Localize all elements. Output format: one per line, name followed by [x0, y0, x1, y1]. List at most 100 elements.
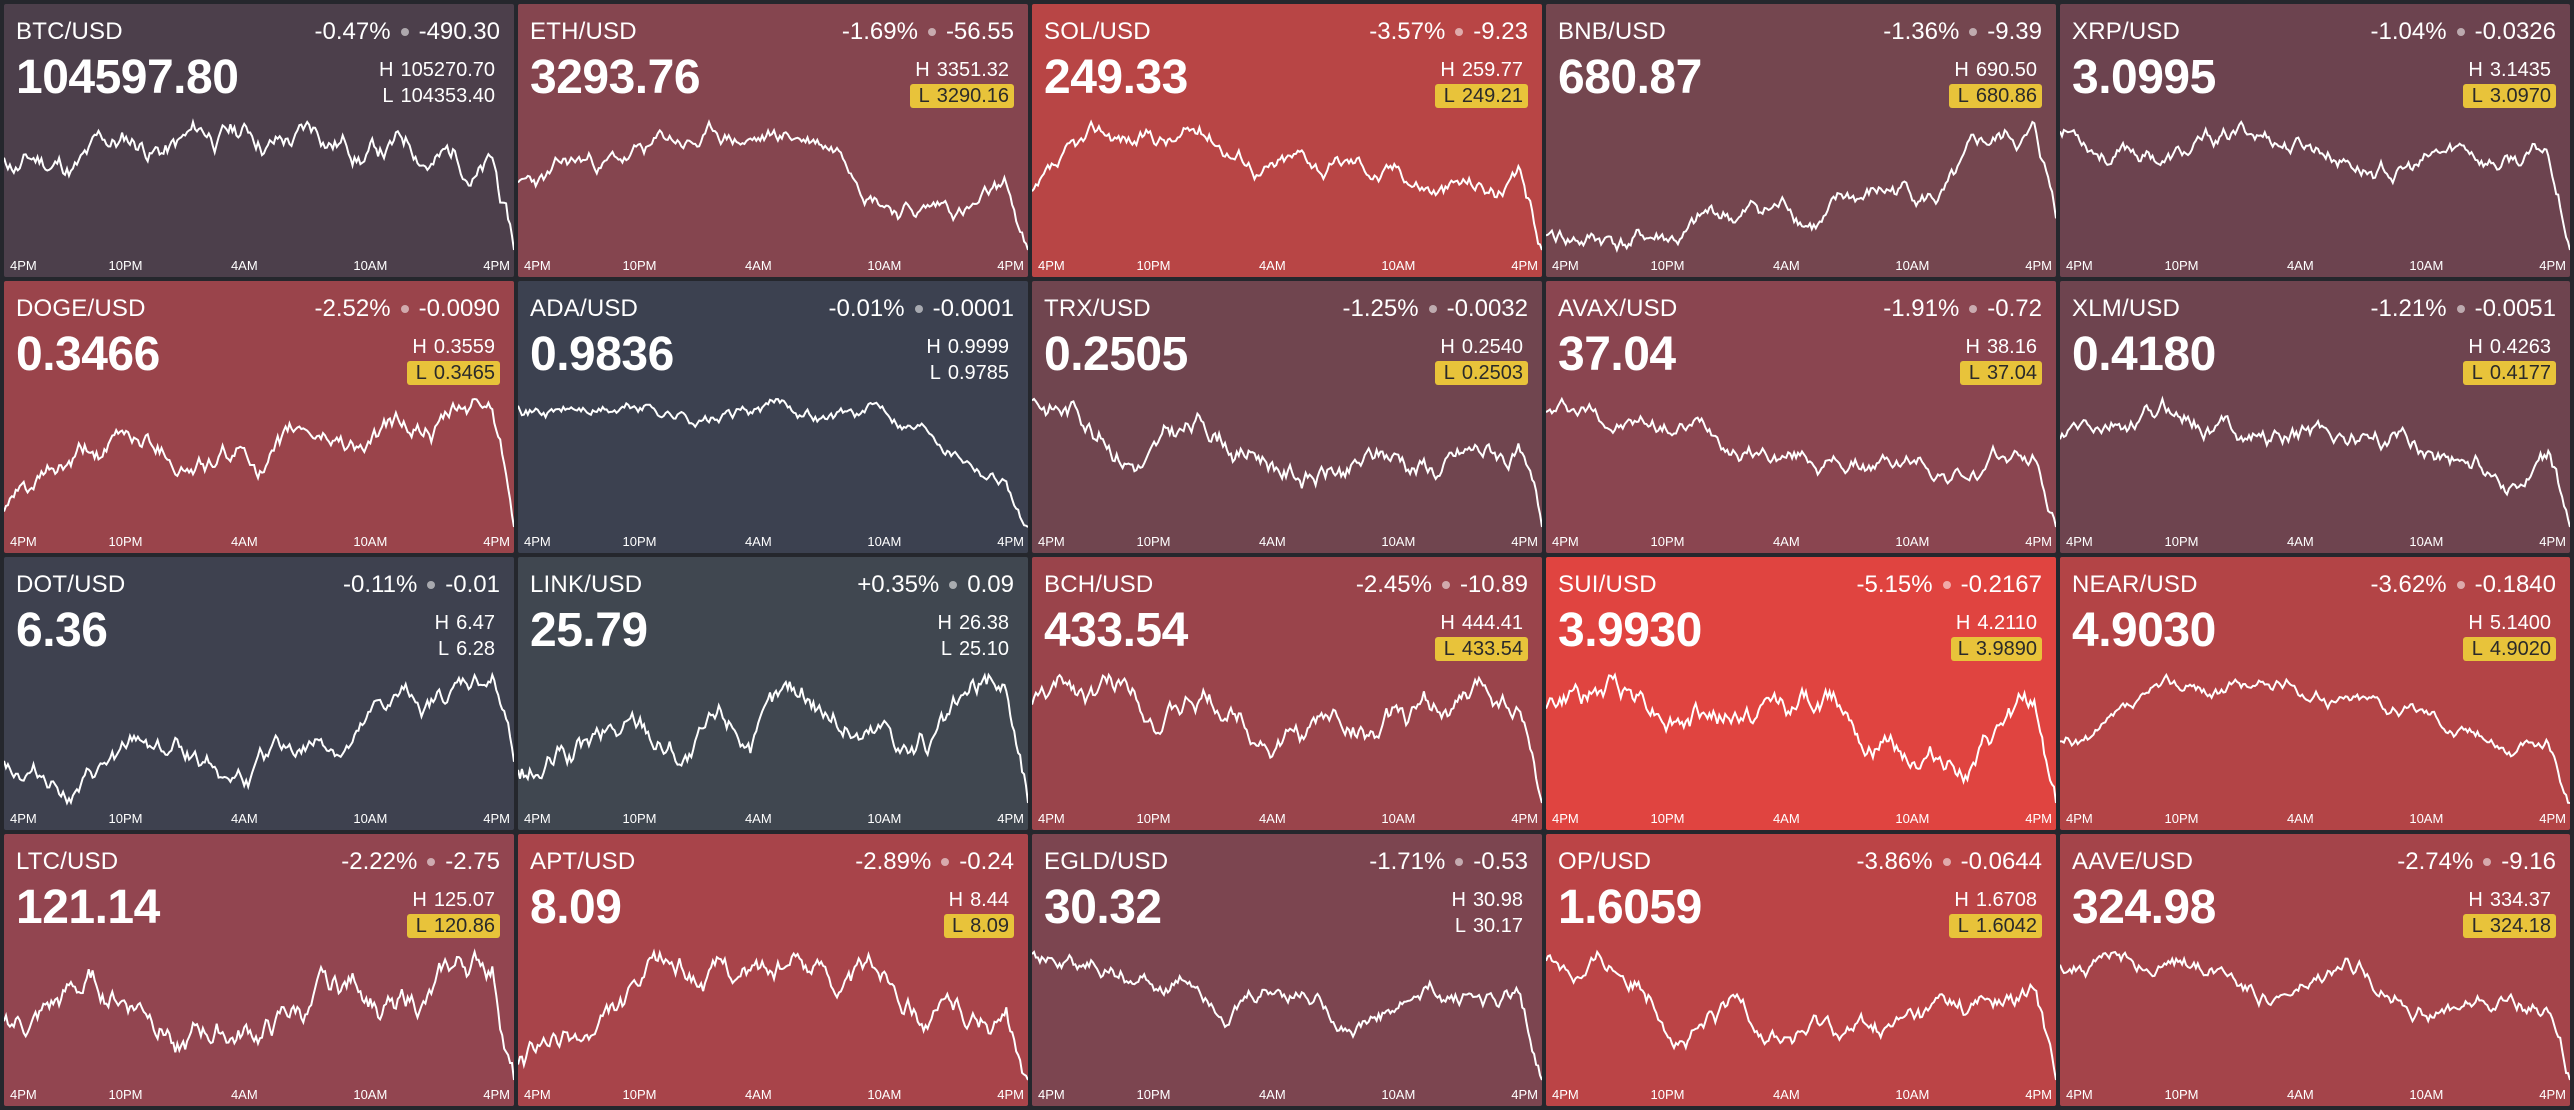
high-row: H 8.44 [944, 888, 1014, 912]
ticker-symbol: SUI/USD [1558, 571, 1657, 598]
separator-dot-icon [2483, 857, 2492, 866]
high-label: H [937, 612, 952, 634]
ticker-tile[interactable]: BTC/USD -0.47% -490.30 104597.80 H 105270.70 L… [4, 4, 514, 277]
ticker-tile[interactable]: DOGE/USD -2.52% -0.0090 0.3466 H 0.3559 L 0.346… [4, 280, 514, 553]
separator-dot-icon [949, 581, 958, 589]
ticker-tile[interactable]: APT/USD -2.89% -0.24 8.09 H 8.44 L 8.09 4PM 10PM 4… [518, 833, 1028, 1106]
high-label: H [2468, 335, 2483, 358]
high-label: H [1440, 335, 1455, 358]
time-tick-label: 4AM [1772, 534, 1800, 549]
low-value: 37.04 [1986, 361, 2037, 384]
time-tick-label: 4PM [997, 257, 1024, 273]
ticker-tile[interactable]: SUI/USD -5.15% -0.2167 3.9930 H 4.2110 L 3.9890… [1546, 557, 2056, 830]
high-row: H 30.98 [1446, 888, 1528, 912]
sparkline-path [2060, 950, 2570, 1080]
low-value: 3.0970 [2489, 85, 2551, 107]
low-value: 433.54 [1461, 638, 1523, 660]
high-row: H 1.6708 [1949, 888, 2042, 912]
ticker-tile[interactable]: BCH/USD -2.45% -10.89 433.54 H 444.41 L 433.54 4… [1032, 557, 1542, 830]
ticker-price: 3.9930 [1558, 604, 1702, 657]
ticker-change: -2.45% -10.89 [1356, 571, 1528, 599]
ticker-tile[interactable]: SOL/USD -3.57% -9.23 249.33 H 259.77 L 249.21 4P… [1032, 4, 1542, 277]
low-row: L 8.09 [943, 913, 1014, 938]
time-tick-label: 4AM [230, 257, 258, 273]
ticker-change: -0.01% -0.0001 [829, 295, 1014, 323]
low-label: L [940, 638, 952, 660]
sparkline-path [4, 118, 514, 251]
low-row: L 6.28 [430, 637, 500, 661]
low-value: 8.09 [970, 914, 1009, 937]
time-axis: 4PM 10PM 4AM 10AM 4PM [4, 257, 514, 273]
time-axis: 4PM 10PM 4AM 10AM 4PM [1032, 533, 1542, 549]
sparkline-path [1032, 672, 1542, 804]
ticker-tile[interactable]: XLM/USD -1.21% -0.0051 0.4180 H 0.4263 L 0.4177… [2060, 280, 2570, 553]
ticker-tile[interactable]: LINK/USD +0.35% 0.09 25.79 H 26.38 L 25.10 4PM 10… [518, 557, 1028, 830]
ticker-tile[interactable]: ADA/USD -0.01% -0.0001 0.9836 H 0.9999 L 0.9785… [518, 280, 1028, 553]
high-row: H 0.3559 [407, 335, 500, 359]
high-value: 38.16 [1986, 335, 2037, 358]
high-value: 26.38 [958, 612, 1009, 634]
low-row: L 433.54 [1435, 637, 1528, 661]
time-tick-label: 4PM [1038, 1087, 1065, 1102]
price-sparkline [2060, 672, 2570, 804]
low-row: L 0.2503 [1435, 360, 1528, 385]
time-tick-label: 4PM [483, 1087, 510, 1102]
change-absolute: -0.1840 [2474, 571, 2556, 598]
ticker-tile[interactable]: OP/USD -3.86% -0.0644 1.6059 H 1.6708 L 1.6042 4… [1546, 833, 2056, 1106]
high-row: H 105270.70 [374, 58, 500, 82]
time-tick-label: 4PM [1511, 257, 1538, 273]
high-label: H [379, 59, 394, 81]
high-label: H [2468, 888, 2483, 911]
ticker-tile[interactable]: EGLD/USD -1.71% -0.53 30.32 H 30.98 L 30.17 4PM 1… [1032, 833, 1542, 1106]
ticker-tile[interactable]: BNB/USD -1.36% -9.39 680.87 H 690.50 L 680.86 4P… [1546, 4, 2056, 277]
high-value: 0.2540 [1461, 335, 1523, 358]
change-percent: -5.15% [1856, 571, 1933, 598]
high-label: H [926, 335, 941, 358]
ticker-tile[interactable]: XRP/USD -1.04% -0.0326 3.0995 H 3.1435 L 3.0970… [2060, 4, 2570, 277]
sparkline-path [1032, 119, 1542, 251]
change-percent: -1.21% [2370, 294, 2447, 322]
time-tick-label: 4PM [1511, 1087, 1538, 1102]
sparkline-path [2060, 672, 2570, 804]
low-label: L [2471, 85, 2483, 107]
change-absolute: -9.16 [2501, 847, 2556, 875]
low-label: L [1454, 914, 1466, 937]
low-row: L 0.9785 [921, 361, 1014, 385]
ticker-tile[interactable]: AAVE/USD -2.74% -9.16 324.98 H 334.37 L 324.18 4… [2060, 833, 2570, 1106]
low-label: L [1443, 85, 1455, 107]
time-tick-label: 4AM [230, 534, 258, 549]
price-sparkline [518, 397, 1028, 528]
ticker-tile[interactable]: TRX/USD -1.25% -0.0032 0.2505 H 0.2540 L 0.2503… [1032, 280, 1542, 553]
ticker-change: -1.91% -0.72 [1883, 295, 2042, 323]
low-label: L [437, 638, 450, 660]
ticker-tile[interactable]: ETH/USD -1.69% -56.55 3293.76 H 3351.32 L 3290.… [518, 4, 1028, 277]
change-absolute: -0.53 [1473, 847, 1528, 875]
ticker-symbol: LTC/USD [16, 847, 119, 875]
ticker-symbol: XRP/USD [2072, 18, 2181, 45]
change-absolute: -0.0090 [418, 294, 500, 322]
time-tick-label: 10PM [2164, 534, 2199, 549]
ticker-tile[interactable]: NEAR/USD -3.62% -0.1840 4.9030 H 5.1400 L 4.902… [2060, 557, 2570, 830]
ticker-price: 0.2505 [1044, 327, 1188, 381]
high-row: H 0.2540 [1435, 335, 1528, 359]
change-percent: -1.69% [841, 18, 918, 45]
separator-dot-icon [927, 28, 936, 36]
time-axis: 4PM 10PM 4AM 10AM 4PM [1546, 257, 2056, 273]
ticker-change: -1.21% -0.0051 [2371, 295, 2556, 323]
low-value: 104353.40 [400, 85, 495, 107]
separator-dot-icon [941, 857, 950, 866]
time-tick-label: 10AM [2409, 257, 2444, 273]
high-value: 6.47 [456, 612, 495, 634]
ticker-tile[interactable]: DOT/USD -0.11% -0.01 6.36 H 6.47 L 6.28 4PM 10PM 4… [4, 557, 514, 830]
ticker-tile[interactable]: AVAX/USD -1.91% -0.72 37.04 H 38.16 L 37.04 4PM 1… [1546, 280, 2056, 553]
ticker-symbol: BCH/USD [1044, 571, 1154, 598]
high-label: H [2468, 612, 2483, 634]
price-sparkline [518, 947, 1028, 1080]
high-low-box: H 0.4263 L 0.4177 [2463, 335, 2556, 387]
time-tick-label: 4PM [483, 257, 510, 273]
price-sparkline [518, 672, 1028, 804]
ticker-tile[interactable]: LTC/USD -2.22% -2.75 121.14 H 125.07 L 120.86 4P… [4, 833, 514, 1106]
time-tick-label: 4PM [10, 810, 37, 826]
high-label: H [1440, 59, 1455, 81]
ticker-change: -2.89% -0.24 [855, 848, 1014, 876]
